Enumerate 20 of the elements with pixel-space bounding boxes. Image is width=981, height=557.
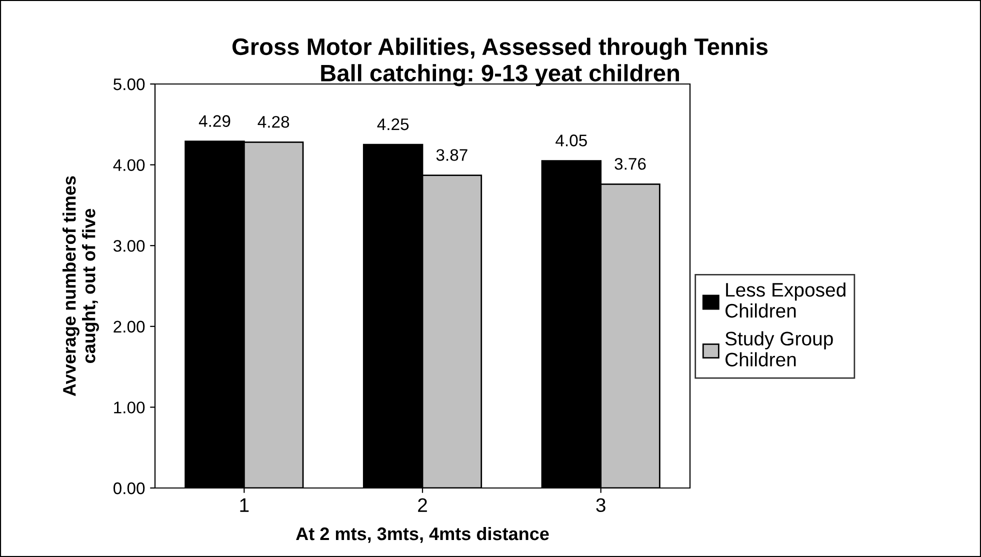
- x-tick-label: 3: [596, 498, 606, 512]
- y-tick-label: 5.00: [114, 78, 145, 90]
- y-tick-label: 4.00: [113, 159, 145, 172]
- data-label: 3.87: [436, 149, 468, 161]
- data-label: 4.25: [377, 118, 409, 130]
- data-label: 4.05: [556, 134, 587, 146]
- y-tick-label: 0.00: [113, 482, 145, 494]
- y-axis-title: Avverage numberof times caught, out of five: [62, 176, 99, 396]
- y-tick-label: 2.00: [114, 320, 145, 333]
- data-label: 4.28: [258, 116, 290, 128]
- y-tick-label: 3.00: [113, 240, 145, 252]
- legend-label: Less Exposed Children: [726, 282, 846, 318]
- x-tick-label: 2: [418, 498, 427, 512]
- y-tick-label: 1.00: [114, 402, 145, 414]
- chart-title: Gross Motor Abilities, Assessed through Tennis Ball catching: 9-13 yeat children: [232, 38, 768, 86]
- data-label: 3.76: [614, 158, 646, 170]
- x-axis-title: At 2 mts, 3mts, 4mts distance: [296, 526, 549, 543]
- data-label: 4.29: [198, 115, 230, 127]
- x-tick-label: 1: [240, 498, 249, 512]
- legend-label: Study Group Children: [725, 331, 833, 366]
